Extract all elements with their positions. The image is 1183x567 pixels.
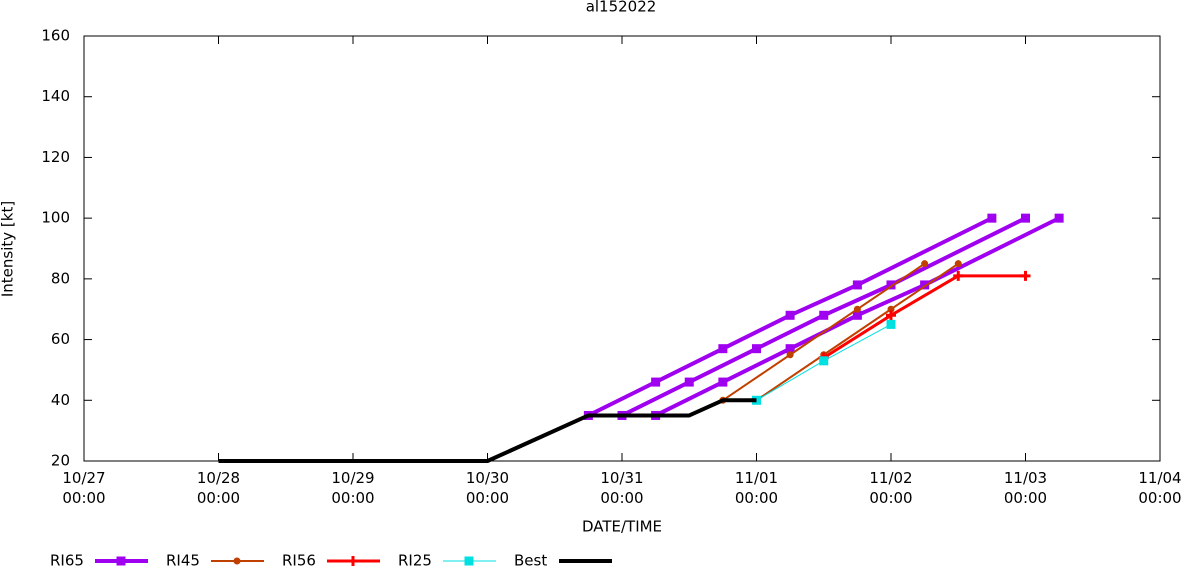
legend-marker bbox=[116, 556, 126, 566]
marker bbox=[651, 377, 661, 387]
marker bbox=[718, 377, 728, 387]
marker bbox=[920, 280, 930, 290]
marker bbox=[852, 310, 862, 320]
y-tick-label: 80 bbox=[51, 269, 70, 287]
chart-title: al152022 bbox=[586, 0, 657, 16]
legend-label: RI56 bbox=[282, 552, 316, 567]
marker bbox=[785, 344, 795, 354]
marker bbox=[887, 305, 895, 313]
legend-marker bbox=[464, 556, 474, 566]
y-tick-label: 60 bbox=[51, 330, 70, 348]
legend-label: RI65 bbox=[50, 552, 84, 567]
x-tick-label: 11/01 00:00 bbox=[734, 469, 779, 507]
x-tick-label: 10/30 00:00 bbox=[465, 469, 510, 507]
marker bbox=[852, 280, 862, 290]
marker bbox=[953, 270, 964, 281]
x-tick-label: 10/28 00:00 bbox=[196, 469, 241, 507]
x-tick-label: 10/31 00:00 bbox=[600, 469, 644, 507]
marker bbox=[819, 356, 829, 366]
marker bbox=[921, 260, 929, 268]
y-tick-label: 160 bbox=[41, 27, 70, 45]
marker bbox=[718, 344, 728, 354]
x-tick-label: 11/04 00:00 bbox=[1138, 469, 1182, 507]
y-tick-label: 20 bbox=[51, 452, 70, 470]
legend-label: RI25 bbox=[398, 552, 432, 567]
y-tick-label: 100 bbox=[41, 209, 70, 227]
y-tick-label: 140 bbox=[41, 87, 70, 105]
marker bbox=[886, 280, 896, 290]
x-tick-label: 10/27 00:00 bbox=[62, 469, 106, 507]
legend-label: Best bbox=[514, 552, 547, 567]
marker bbox=[886, 319, 896, 329]
marker bbox=[886, 310, 896, 321]
series-line bbox=[218, 398, 757, 463]
marker bbox=[1054, 213, 1064, 223]
series-line bbox=[722, 262, 959, 402]
series-line bbox=[822, 274, 1026, 360]
marker bbox=[853, 305, 861, 313]
marker bbox=[987, 213, 997, 223]
y-axis-label: Intensity [kt] bbox=[0, 201, 17, 297]
marker bbox=[1021, 213, 1030, 223]
marker bbox=[786, 351, 794, 359]
y-tick-label: 40 bbox=[51, 391, 70, 409]
x-axis-label: DATE/TIME bbox=[582, 518, 662, 536]
legend-marker bbox=[348, 556, 358, 566]
marker bbox=[1020, 270, 1031, 281]
y-tick-label: 120 bbox=[41, 148, 70, 166]
x-tick-label: 11/02 00:00 bbox=[869, 469, 913, 507]
marker bbox=[954, 260, 962, 268]
marker bbox=[785, 310, 795, 320]
x-tick-label: 10/29 00:00 bbox=[331, 469, 375, 507]
marker bbox=[752, 344, 761, 354]
marker bbox=[819, 310, 829, 320]
marker bbox=[684, 377, 694, 387]
legend-marker bbox=[233, 557, 241, 565]
legend-label: RI45 bbox=[166, 552, 200, 567]
x-tick-label: 11/03 00:00 bbox=[1003, 469, 1048, 507]
